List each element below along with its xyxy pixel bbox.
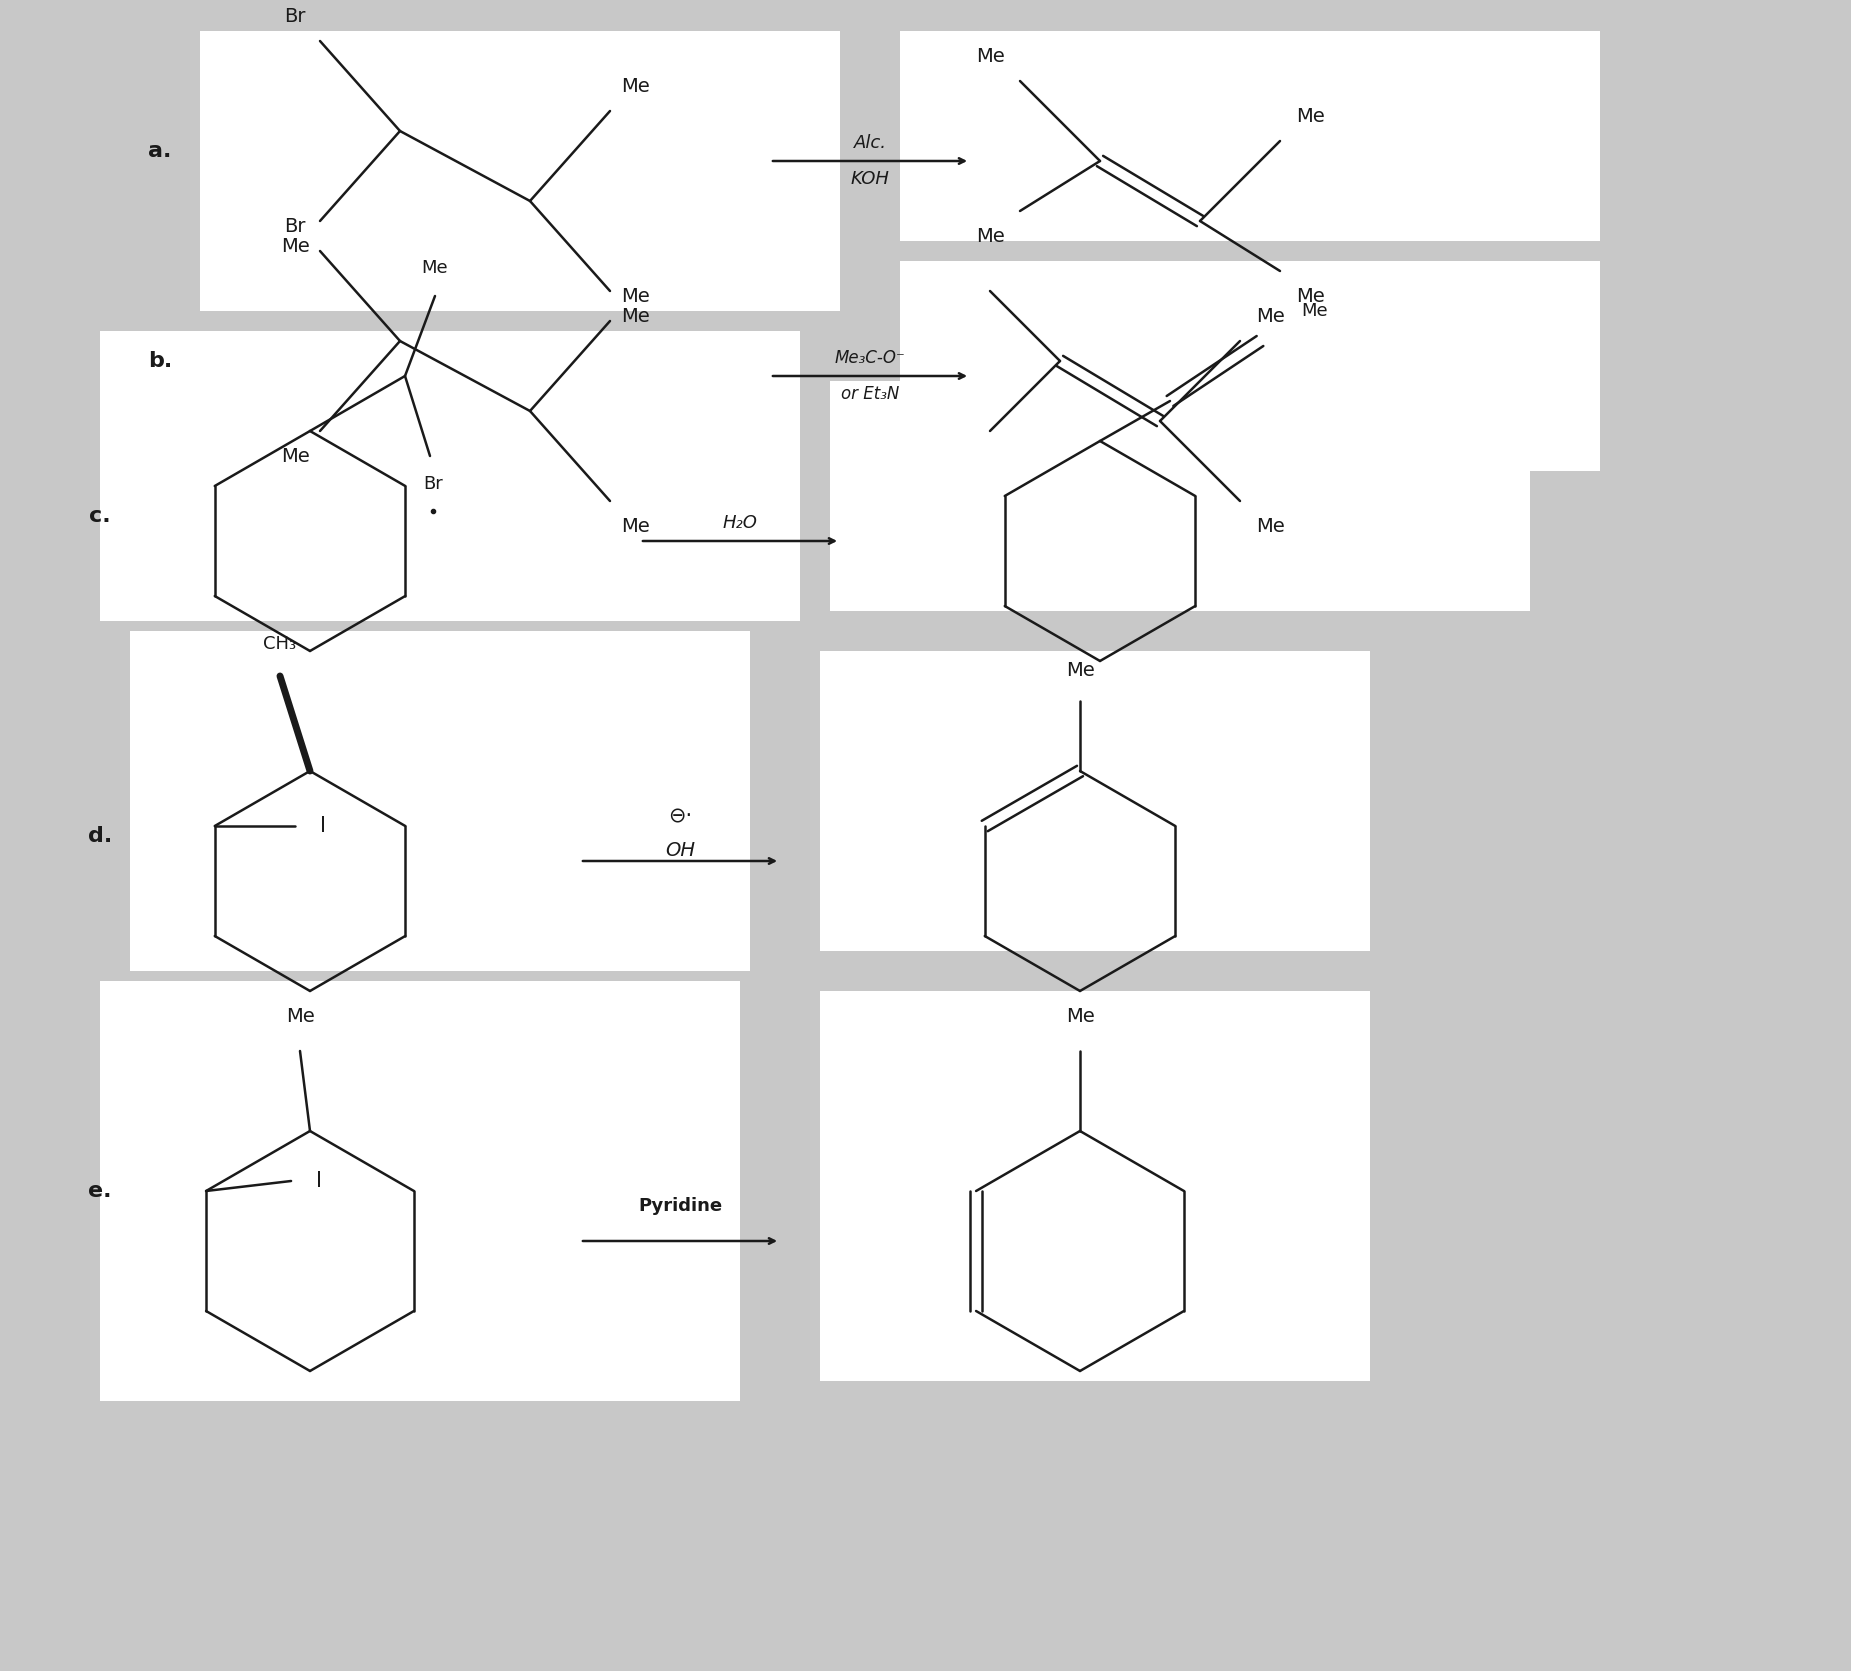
Text: Br: Br (285, 217, 305, 236)
Text: H₂O: H₂O (722, 515, 757, 531)
Text: Alc.: Alc. (853, 134, 887, 152)
Text: Br: Br (424, 475, 442, 493)
Text: d.: d. (87, 825, 113, 846)
FancyBboxPatch shape (900, 261, 1599, 471)
Text: Me: Me (281, 446, 309, 466)
Text: Br: Br (285, 7, 305, 25)
Text: or Et₃N: or Et₃N (840, 384, 900, 403)
Text: ⊖·: ⊖· (668, 805, 692, 825)
Text: Me: Me (620, 77, 650, 95)
FancyBboxPatch shape (200, 32, 840, 311)
Text: Me: Me (620, 286, 650, 306)
FancyBboxPatch shape (130, 632, 750, 971)
Text: KOH: KOH (851, 170, 890, 189)
Text: Me: Me (1255, 306, 1285, 326)
Text: Me: Me (1296, 107, 1323, 125)
Text: Me: Me (422, 259, 448, 277)
Text: Me: Me (620, 516, 650, 535)
Text: Me: Me (975, 47, 1005, 65)
FancyBboxPatch shape (820, 652, 1370, 951)
Text: a.: a. (148, 140, 172, 160)
Text: I: I (317, 1171, 322, 1191)
Text: Me: Me (1255, 516, 1285, 535)
Text: CH₃: CH₃ (263, 635, 296, 653)
Text: Pyridine: Pyridine (639, 1196, 722, 1215)
Text: Me: Me (1066, 662, 1094, 680)
Text: Me: Me (1066, 1006, 1094, 1026)
Text: Me: Me (285, 1006, 315, 1026)
Text: Me₃C-O⁻: Me₃C-O⁻ (835, 349, 905, 368)
Text: e.: e. (89, 1181, 111, 1201)
Text: Me: Me (975, 227, 1005, 246)
Text: b.: b. (148, 351, 172, 371)
FancyBboxPatch shape (100, 981, 740, 1400)
Text: OH: OH (665, 842, 694, 861)
Text: Me: Me (1296, 286, 1323, 306)
Text: c.: c. (89, 506, 111, 526)
Text: I: I (320, 815, 326, 836)
Text: Me: Me (281, 237, 309, 256)
FancyBboxPatch shape (100, 331, 800, 622)
Text: Me: Me (620, 306, 650, 326)
FancyBboxPatch shape (829, 381, 1531, 612)
FancyBboxPatch shape (820, 991, 1370, 1380)
FancyBboxPatch shape (900, 32, 1599, 241)
Text: Me: Me (1301, 302, 1329, 321)
